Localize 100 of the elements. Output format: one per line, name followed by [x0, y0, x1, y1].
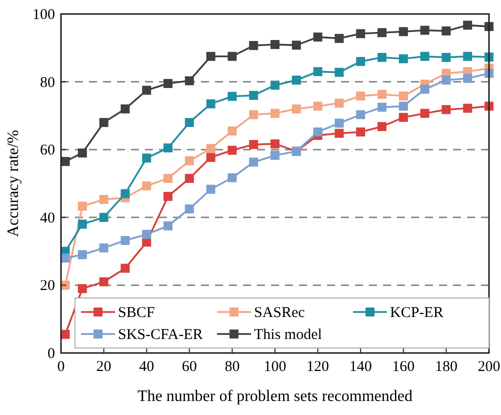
y-tick-label: 60	[40, 142, 55, 159]
point	[442, 105, 451, 114]
point	[184, 118, 194, 127]
point	[184, 204, 194, 214]
legend-label: This model	[254, 327, 322, 343]
point	[420, 108, 430, 118]
point	[228, 146, 237, 155]
point	[249, 90, 258, 100]
point	[463, 20, 472, 30]
point	[228, 126, 237, 136]
point	[313, 102, 322, 111]
point	[378, 102, 386, 112]
point	[228, 92, 237, 101]
point	[442, 52, 451, 62]
point	[249, 41, 258, 50]
point	[206, 152, 216, 162]
y-tick-label: 80	[40, 74, 55, 91]
point	[442, 76, 451, 85]
point	[164, 221, 172, 230]
point	[334, 34, 344, 43]
point	[249, 110, 258, 120]
point	[292, 104, 301, 114]
point	[442, 26, 451, 36]
y-axis-title: Accuracy rate/%	[5, 130, 22, 238]
point	[184, 156, 194, 166]
point	[334, 128, 344, 138]
point	[378, 28, 386, 38]
point	[313, 127, 322, 136]
point	[78, 220, 87, 229]
point	[99, 243, 108, 252]
point	[120, 264, 130, 273]
point	[463, 52, 472, 61]
point	[228, 173, 237, 182]
point	[270, 150, 280, 160]
point	[313, 32, 322, 42]
point	[206, 184, 216, 194]
point	[334, 98, 344, 108]
point	[356, 110, 366, 120]
x-tick-label: 160	[392, 359, 415, 375]
point	[420, 26, 430, 35]
x-tick-label: 60	[182, 359, 197, 375]
point	[184, 76, 194, 86]
y-tick-label: 20	[40, 278, 55, 294]
point	[142, 86, 152, 95]
point	[249, 158, 258, 167]
point	[142, 154, 152, 163]
x-tick-label: 100	[264, 359, 286, 375]
legend-label: SASRec	[254, 305, 306, 321]
point	[398, 54, 408, 64]
x-tick-label: 120	[306, 359, 330, 375]
x-tick-label: 80	[224, 359, 240, 375]
point	[206, 52, 216, 61]
x-tick-label: 180	[434, 359, 458, 375]
point	[313, 67, 322, 76]
point	[270, 40, 280, 50]
x-tick-label: 40	[139, 359, 154, 375]
point	[78, 250, 87, 260]
point	[420, 52, 430, 61]
point	[334, 118, 344, 128]
legend-label: SBCF	[118, 305, 155, 321]
point	[120, 236, 130, 245]
point	[164, 78, 172, 88]
y-tick-label: 40	[40, 210, 55, 226]
point	[356, 92, 366, 101]
point	[78, 284, 87, 294]
y-tick-label: 0	[48, 346, 55, 362]
point	[398, 27, 408, 36]
x-tick-label: 140	[349, 359, 372, 375]
point	[249, 140, 258, 150]
point	[270, 80, 280, 90]
point	[420, 84, 430, 94]
point	[292, 40, 301, 50]
point	[398, 102, 408, 111]
point	[120, 104, 130, 114]
point	[463, 74, 472, 83]
point	[334, 68, 344, 77]
point	[270, 108, 280, 118]
point	[378, 52, 386, 62]
point	[142, 181, 152, 190]
point	[142, 230, 152, 239]
point	[378, 122, 386, 132]
y-tick-label: 100	[32, 7, 55, 23]
point	[164, 192, 172, 201]
point	[99, 118, 108, 127]
point	[228, 52, 237, 61]
x-tick-label: 200	[478, 359, 500, 375]
point	[292, 76, 301, 85]
point	[78, 148, 87, 158]
point	[99, 277, 108, 286]
legend-label: SKS-CFA-ER	[118, 327, 203, 343]
point	[206, 99, 216, 108]
point	[206, 144, 216, 154]
point	[356, 127, 366, 136]
point	[398, 112, 408, 122]
point	[398, 92, 408, 101]
point	[356, 29, 366, 38]
point	[99, 212, 108, 222]
x-tick-label: 20	[96, 359, 112, 375]
point	[99, 194, 108, 204]
point	[378, 90, 386, 99]
